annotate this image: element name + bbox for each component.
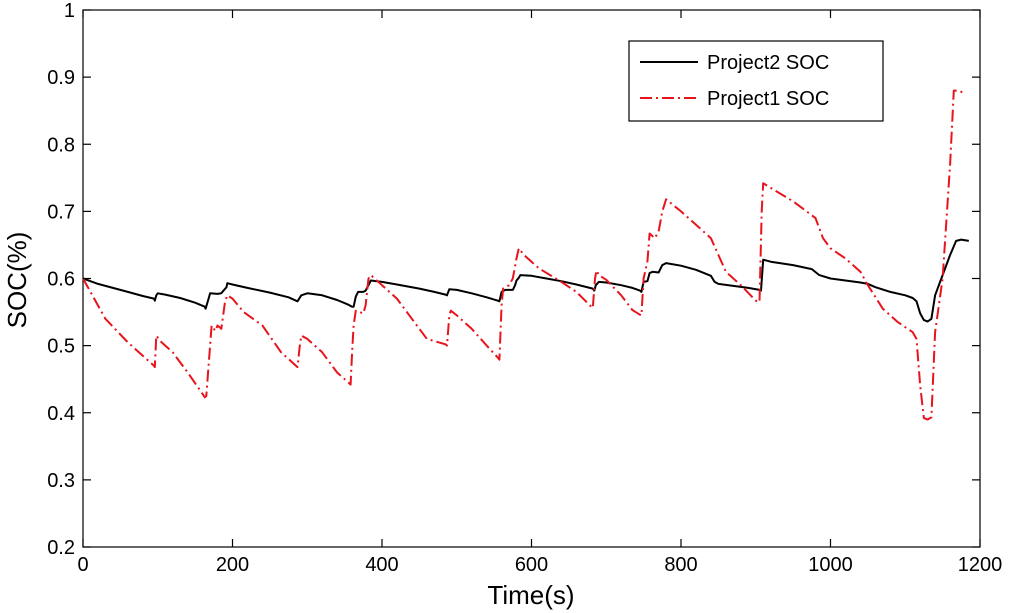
y-tick-label: 0.4 bbox=[47, 403, 75, 425]
y-tick-label: 1 bbox=[64, 0, 75, 22]
y-tick-label: 0.3 bbox=[47, 470, 75, 492]
legend-box bbox=[628, 40, 884, 122]
series-layer bbox=[82, 89, 969, 421]
legend: Project2 SOC Project1 SOC bbox=[628, 40, 884, 122]
y-tick-label: 0.2 bbox=[47, 537, 75, 559]
x-tick-label: 200 bbox=[216, 554, 249, 576]
x-axis-title: Time(s) bbox=[487, 580, 574, 610]
y-axis-title: SOC(%) bbox=[2, 232, 32, 329]
y-tick-label: 0.9 bbox=[47, 67, 75, 89]
y-tick-label: 0.6 bbox=[47, 269, 75, 291]
series-line-project2-soc bbox=[82, 238, 969, 323]
series-line-project1-soc bbox=[82, 89, 966, 421]
x-tick-label: 400 bbox=[365, 554, 398, 576]
y-tick-label: 0.8 bbox=[47, 134, 75, 156]
y-tick-label: 0.5 bbox=[47, 336, 75, 358]
legend-label-project1: Project1 SOC bbox=[707, 88, 829, 110]
x-tick-label: 600 bbox=[515, 554, 548, 576]
legend-label-project2: Project2 SOC bbox=[707, 52, 829, 74]
ticks-layer: 0 200 400 600 800 1000 1200 0.2 0.3 0.4 0.5 0.6 0.7 0… bbox=[47, 0, 1002, 576]
y-tick-label: 0.7 bbox=[47, 201, 75, 223]
x-tick-label: 1200 bbox=[958, 554, 1003, 576]
x-tick-label: 800 bbox=[664, 554, 697, 576]
x-tick-label: 1000 bbox=[808, 554, 853, 576]
x-tick-label: 0 bbox=[77, 554, 88, 576]
